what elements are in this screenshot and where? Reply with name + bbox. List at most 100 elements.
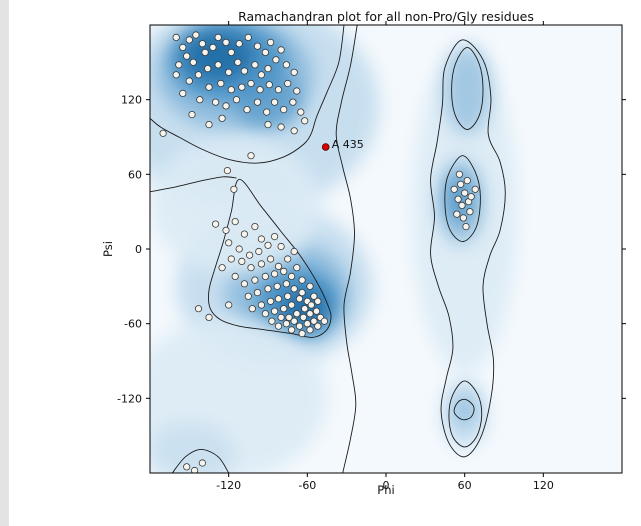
scatter-point [277,123,285,131]
contour-bottom-right-small [453,398,475,421]
scatter-point [261,48,269,57]
scatter-point [255,247,263,256]
scatter-point [218,114,226,122]
scatter-point [264,285,272,293]
y-axis-label: Psi [101,241,115,257]
contour-left-handed [444,155,481,242]
y-tick-label: 60 [128,168,142,181]
scatter-point [270,270,279,278]
scatter-point [253,288,262,297]
scatter-point [257,71,265,79]
scatter-point [301,117,309,125]
scatter-point [256,86,264,94]
scatter-point [270,98,279,106]
density-blob [443,44,491,135]
scatter-point [251,61,259,69]
scatter-point [231,272,239,280]
scatter-point [227,48,235,57]
window-gutter [0,0,9,526]
scatter-point [230,185,238,193]
scatter-point [274,322,283,330]
scatter-point [204,65,212,73]
scatter-point [277,46,285,54]
scatter-point [307,301,315,309]
scatter-point [274,295,283,303]
scatter-point [247,79,255,88]
scatter-point [201,48,209,57]
scatter-point [218,264,226,272]
plot-area: A 435 [150,25,622,473]
scatter-point [287,272,296,280]
scatter-point [287,326,296,334]
scatter-point [274,262,283,270]
scatter-point [263,108,271,116]
scatter-point [235,40,243,48]
scatter-point [159,129,167,137]
y-tick-label: -60 [124,318,142,331]
scatter-point [194,71,203,79]
scatter-point [188,111,196,119]
scatter-point [277,313,285,321]
scatter-point [285,313,293,321]
scatter-point [282,280,290,288]
scatter-point [248,305,256,313]
scatter-point [183,52,191,60]
scatter-point [185,36,193,44]
density-blob [150,423,236,473]
scatter-point [179,89,187,98]
scatter-point [223,167,231,175]
scatter-point [295,295,304,303]
x-tick-label: -120 [216,479,241,492]
scatter-point [450,185,458,193]
scatter-point [257,301,265,309]
scatter-point [172,71,180,79]
scatter-point [205,121,213,129]
scatter-point [466,208,474,216]
scatter-point [264,241,272,249]
scatter-point [240,280,248,288]
scatter-point [217,79,225,88]
scatter-point [243,106,251,114]
scatter-point [261,310,269,318]
scatter-point [261,272,269,280]
scatter-point [222,226,230,234]
scatter-point [257,260,265,268]
scatter-point [298,276,306,284]
scatter-point [314,322,322,330]
scatter-point [240,230,248,238]
contour-alpha-region [208,178,332,338]
scatter-point [310,292,318,300]
scatter-point [244,292,252,300]
scatter-point [227,86,235,94]
scatter-point [301,305,309,313]
scatter-point [314,297,322,305]
scatter-point [192,31,200,39]
highlight-label: A 435 [332,138,364,151]
scatter-point [282,320,290,328]
scatter-point [280,106,288,114]
y-tick-label: 120 [121,94,142,107]
scatter-point [303,320,311,328]
scatter-point [282,61,290,69]
scatter-point [277,242,285,251]
scatter-point [240,67,248,75]
scatter-point [247,264,255,272]
highlight-point [321,143,330,151]
scatter-point [172,33,180,42]
scatter-point [289,98,297,106]
scatter-point [461,189,469,197]
x-tick-label: -60 [298,479,316,492]
scatter-point [455,170,463,178]
scatter-point [266,38,275,47]
scatter-point [306,310,314,318]
scatter-point [264,65,272,73]
scatter-point [246,251,254,259]
scatter-point [194,305,203,313]
scatter-point [244,33,252,42]
scatter-point [280,267,288,275]
scatter-point [295,322,304,330]
scatter-point [310,317,318,325]
scatter-point [231,218,239,226]
scatter-point [459,214,467,222]
